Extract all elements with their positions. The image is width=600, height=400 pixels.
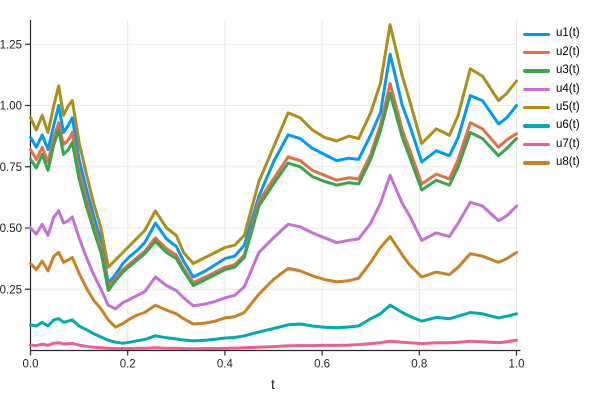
legend-label: u6(t) <box>556 119 580 132</box>
legend-item-u4: u4(t) <box>523 80 580 98</box>
legend-label: u4(t) <box>556 82 580 95</box>
legend-item-u3: u3(t) <box>523 62 580 80</box>
legend-label: u8(t) <box>556 156 580 169</box>
legend-line-sample-u7 <box>523 142 550 147</box>
y-tick-label: 0.25 <box>0 284 22 296</box>
legend-line-sample-u5 <box>523 106 550 110</box>
x-tick-label: 0.4 <box>217 359 234 371</box>
legend-item-u5: u5(t) <box>523 99 580 117</box>
legend-line-sample-u6 <box>523 124 550 128</box>
legend-item-u8: u8(t) <box>523 154 580 172</box>
legend-item-u1: u1(t) <box>523 25 580 43</box>
series-line-u8 <box>29 235 518 329</box>
series-line-u5 <box>29 23 518 269</box>
series-line-u1 <box>29 52 518 285</box>
y-tick-label: 0.50 <box>0 223 22 235</box>
series-line-u7 <box>29 338 518 351</box>
legend-line-sample-u2 <box>523 50 550 55</box>
legend-label: u1(t) <box>556 27 580 40</box>
legend-item-u6: u6(t) <box>523 117 580 135</box>
x-tick-label: 0.6 <box>314 359 330 371</box>
series-line-u6 <box>29 303 518 345</box>
y-tick-label: 1.25 <box>0 39 22 51</box>
y-tick-label: 1.00 <box>0 101 22 113</box>
x-tick-label: 0.2 <box>120 359 136 371</box>
x-tick-label: 0.8 <box>411 359 427 371</box>
series-line-u2 <box>29 82 518 289</box>
legend-label: u7(t) <box>556 137 580 150</box>
y-tick-label: 0.75 <box>0 162 22 174</box>
x-tick-label: 1.0 <box>509 359 525 371</box>
x-tick-label: 0.0 <box>23 359 39 371</box>
legend-label: u5(t) <box>556 101 580 113</box>
legend: u1(t) u2(t) u3(t) u4(t) u5(t) u6(t) u7(t… <box>523 25 580 172</box>
series-line-u4 <box>29 173 518 311</box>
legend-line-sample-u8 <box>523 161 550 165</box>
legend-line-sample-u3 <box>523 69 550 73</box>
legend-line-sample-u4 <box>523 87 550 92</box>
series-line-u3 <box>29 91 518 292</box>
legend-line-sample-u1 <box>523 32 550 36</box>
legend-item-u7: u7(t) <box>523 135 580 153</box>
legend-label: u3(t) <box>556 64 580 77</box>
x-axis-label: t <box>271 376 275 392</box>
legend-label: u2(t) <box>556 45 580 58</box>
legend-item-u2: u2(t) <box>523 43 580 61</box>
